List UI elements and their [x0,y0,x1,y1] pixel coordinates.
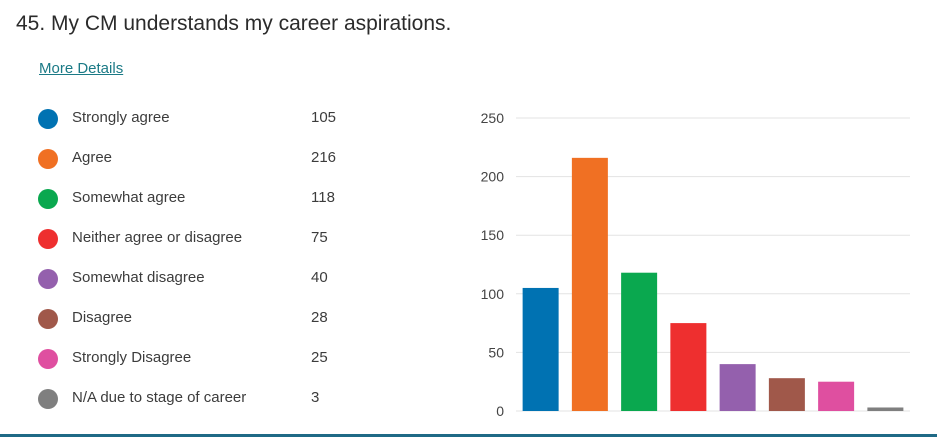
y-tick-label: 50 [488,344,504,360]
legend-item: Disagree 28 [38,305,368,345]
legend-count: 28 [311,309,328,326]
bar [719,364,756,411]
legend-swatch [38,189,58,209]
bar [818,381,855,411]
bar-chart-svg: 0 50 100 150 200 250 [481,110,910,419]
legend-label: Disagree [72,309,133,326]
legend-count: 3 [311,389,320,406]
legend-swatch [38,389,58,409]
legend-item: Agree 216 [38,145,368,185]
legend-swatch [38,269,58,289]
y-tick-label: 0 [496,403,504,419]
legend-item: N/A due to stage of career 3 [38,385,368,425]
legend-item: Neither agree or disagree 75 [38,225,368,265]
legend-item: Strongly agree 105 [38,105,368,145]
legend-swatch [38,149,58,169]
bar [867,407,904,411]
chart-legend: Strongly agree 105 Agree 216 Somewhat ag… [38,105,368,425]
legend-swatch [38,229,58,249]
legend-label: Strongly agree [72,109,170,126]
legend-label: Somewhat agree [72,189,186,206]
legend-label: Strongly Disagree [72,349,192,366]
legend-count: 40 [311,269,328,286]
legend-item: Strongly Disagree 25 [38,345,368,385]
legend-count: 75 [311,229,328,246]
legend-label: Somewhat disagree [72,269,205,286]
bar [621,272,658,411]
bar [768,378,805,411]
legend-label: N/A due to stage of career [72,389,247,406]
y-tick-label: 250 [481,110,505,126]
legend-label: Agree [72,149,113,166]
bar [522,287,559,411]
y-tick-label: 150 [481,227,505,243]
legend-count: 216 [311,149,337,166]
legend-label: Neither agree or disagree [72,229,243,246]
legend-count: 25 [311,349,328,366]
y-tick-label: 200 [481,169,505,185]
y-tick-label: 100 [481,286,505,302]
bottom-divider [0,434,937,437]
question-title: 45. My CM understands my career aspirati… [16,12,452,35]
legend-count: 118 [311,189,335,206]
legend-swatch [38,309,58,329]
legend-swatch [38,349,58,369]
more-details-link[interactable]: More Details [39,60,124,77]
bar-chart: 0 50 100 150 200 250 [460,100,930,430]
bar [571,157,608,411]
legend-item: Somewhat agree 118 [38,185,368,225]
legend-swatch [38,109,58,129]
legend-item: Somewhat disagree 40 [38,265,368,305]
bar [670,323,707,411]
legend-count: 105 [311,109,337,126]
